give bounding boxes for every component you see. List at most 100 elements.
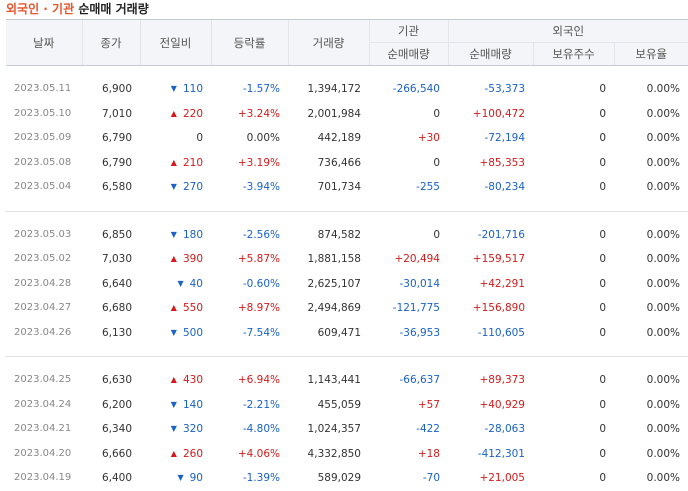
cell-institution-net: 0: [433, 107, 440, 120]
cell-rate: +8.97%: [237, 302, 280, 314]
cell-foreign-net: +159,517: [472, 253, 525, 265]
header-institution-net: 순매매량: [368, 42, 448, 66]
cell-close: 6,850: [101, 228, 132, 241]
header-institution-group: 기관: [368, 19, 448, 43]
cell-volume: 2,001,984: [307, 107, 361, 120]
cell-date: 2023.04.28: [14, 277, 72, 289]
cell-change: ▲ 390: [140, 247, 211, 272]
cell-foreign-ratio: 0.00%: [646, 326, 680, 339]
triangle-down-icon: ▼: [170, 399, 177, 409]
cell-rate: +4.06%: [237, 447, 280, 460]
cell-institution-net: -266,540: [392, 83, 440, 95]
row-gap: [6, 66, 688, 78]
change-value: 320: [182, 423, 203, 435]
change-value: 550: [182, 302, 203, 314]
cell-foreign-ratio: 0.00%: [646, 228, 680, 241]
cell-foreign-holdings: 0: [599, 447, 606, 460]
cell-foreign-net: -412,301: [477, 447, 525, 460]
change-value: 180: [182, 228, 203, 241]
change-value: 0: [196, 132, 203, 144]
cell-volume: 874,582: [317, 228, 361, 241]
header-foreign-holdings: 보유주수: [532, 42, 614, 66]
cell-institution-net: -255: [416, 181, 440, 193]
cell-rate: -2.56%: [242, 228, 280, 241]
header-close: 종가: [81, 19, 140, 66]
cell-close: 6,790: [101, 132, 132, 144]
triangle-down-icon: ▼: [177, 473, 184, 482]
row-gap: [6, 210, 688, 223]
cell-foreign-ratio: 0.00%: [646, 132, 680, 144]
cell-close: 6,680: [101, 302, 132, 314]
cell-change: ▼ 140: [140, 393, 211, 418]
header-foreign-ratio: 보유율: [613, 42, 688, 66]
section-title: 외국인 · 기관 순매매 거래량: [6, 0, 149, 18]
table-row: 2023.05.10 7,010 ▲ 220 +3.24% 2,001,984 0 +100,…: [6, 102, 688, 127]
cell-foreign-ratio: 0.00%: [646, 398, 680, 411]
change-value: 220: [182, 107, 203, 120]
cell-close: 6,580: [101, 181, 132, 193]
table-row: 2023.04.27 6,680 ▲ 550 +8.97% 2,494,869 -121,7…: [6, 296, 688, 321]
triangle-down-icon: ▼: [170, 84, 177, 93]
change-value: 210: [182, 156, 203, 169]
cell-institution-net: +57: [417, 398, 440, 411]
cell-foreign-holdings: 0: [599, 472, 606, 484]
table-row: 2023.05.11 6,900 ▼ 110 -1.57% 1,394,172 -266,5…: [6, 77, 688, 102]
cell-foreign-net: -80,234: [484, 181, 525, 193]
table-row: 2023.04.20 6,660 ▲ 260 +4.06% 4,332,850 +18 -41…: [6, 442, 688, 467]
cell-volume: 736,466: [317, 156, 361, 169]
cell-institution-net: 0: [433, 156, 440, 169]
change-value: 270: [182, 181, 203, 193]
cell-foreign-ratio: 0.00%: [646, 83, 680, 95]
triangle-up-icon: ▲: [170, 375, 177, 384]
cell-foreign-net: +21,005: [479, 472, 525, 484]
cell-foreign-net: +40,929: [479, 398, 525, 411]
table-row: 2023.04.24 6,200 ▼ 140 -2.21% 455,059 +57 +40,9…: [6, 393, 688, 418]
cell-volume: 2,494,869: [307, 302, 361, 314]
change-value: 390: [182, 253, 203, 265]
table-row: 2023.04.26 6,130 ▼ 500 -7.54% 609,471 -36,953 -…: [6, 321, 688, 346]
cell-date: 2023.05.04: [14, 181, 72, 192]
cell-institution-net: -30,014: [399, 277, 440, 290]
cell-change: ▼ 270: [140, 175, 211, 200]
cell-date: 2023.04.20: [14, 447, 72, 459]
cell-volume: 1,881,158: [307, 253, 361, 265]
cell-foreign-holdings: 0: [599, 374, 606, 386]
cell-change: ▼ 180: [140, 223, 211, 248]
change-value: 430: [182, 374, 203, 386]
cell-foreign-holdings: 0: [599, 83, 606, 95]
cell-foreign-ratio: 0.00%: [646, 447, 680, 460]
cell-volume: 2,625,107: [307, 277, 361, 290]
triangle-down-icon: ▼: [170, 424, 177, 433]
cell-volume: 455,059: [317, 398, 361, 411]
section-title-brand: 외국인 · 기관: [6, 2, 75, 16]
triangle-down-icon: ▼: [170, 182, 177, 191]
cell-rate: +6.94%: [237, 374, 280, 386]
cell-change: ▼ 500: [140, 321, 211, 346]
cell-change: ▼ 40: [140, 272, 211, 297]
cell-foreign-holdings: 0: [599, 302, 606, 314]
cell-foreign-net: -53,373: [484, 83, 525, 95]
cell-foreign-ratio: 0.00%: [646, 277, 680, 290]
row-gap: [6, 356, 688, 368]
change-value: 500: [182, 326, 203, 339]
cell-volume: 442,189: [317, 132, 361, 144]
table-row: 2023.04.28 6,640 ▼ 40 -0.60% 2,625,107 -30,014…: [6, 272, 688, 297]
cell-foreign-ratio: 0.00%: [646, 107, 680, 120]
cell-rate: -2.21%: [242, 398, 280, 411]
cell-volume: 1,394,172: [307, 83, 361, 95]
cell-rate: +5.87%: [237, 253, 280, 265]
cell-foreign-net: +85,353: [479, 156, 525, 169]
change-value: 110: [182, 83, 203, 95]
table-row: 2023.05.03 6,850 ▼ 180 -2.56% 874,582 0 -201,71…: [6, 223, 688, 248]
header-change: 전일비: [139, 19, 211, 66]
change-value: 260: [182, 447, 203, 460]
cell-rate: +3.19%: [237, 156, 280, 169]
cell-change: ▲ 220: [140, 102, 211, 127]
cell-rate: 0.00%: [246, 132, 280, 144]
row-gap: [6, 200, 688, 212]
cell-rate: -3.94%: [242, 181, 280, 193]
change-value: 140: [182, 398, 203, 411]
cell-foreign-holdings: 0: [599, 277, 606, 290]
cell-institution-net: -121,775: [392, 302, 440, 314]
cell-rate: -7.54%: [242, 326, 280, 339]
